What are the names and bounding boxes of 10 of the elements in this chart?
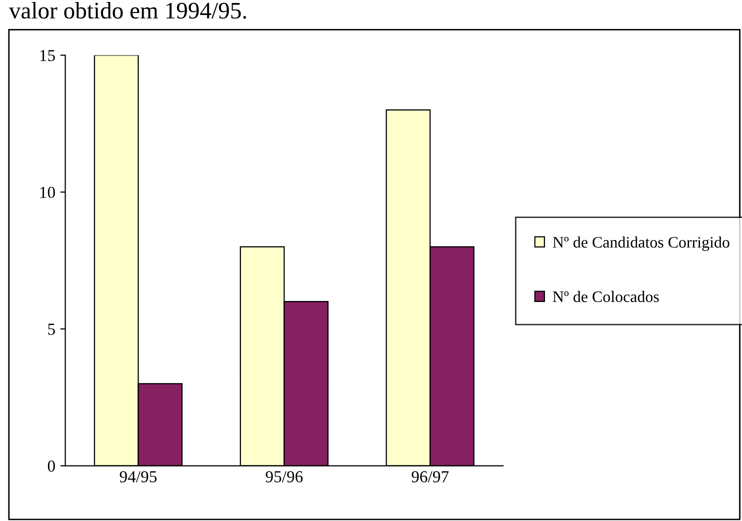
y-tick-label: 10 <box>40 186 55 198</box>
text: valor obtido em 1994/95. <box>8 2 246 19</box>
legend-label: Nº de Colocados <box>552 290 659 302</box>
x-tick-label: 94/95 <box>120 471 157 482</box>
legend-label: Nº de Candidatos Corrigido <box>552 236 730 251</box>
y-tick-label: 5 <box>48 324 55 335</box>
y-tick-label: 15 <box>40 50 55 62</box>
x-tick-label: 95/96 <box>266 471 303 482</box>
x-tick-label: 96/97 <box>412 471 449 482</box>
y-tick-label: 0 <box>48 460 55 472</box>
